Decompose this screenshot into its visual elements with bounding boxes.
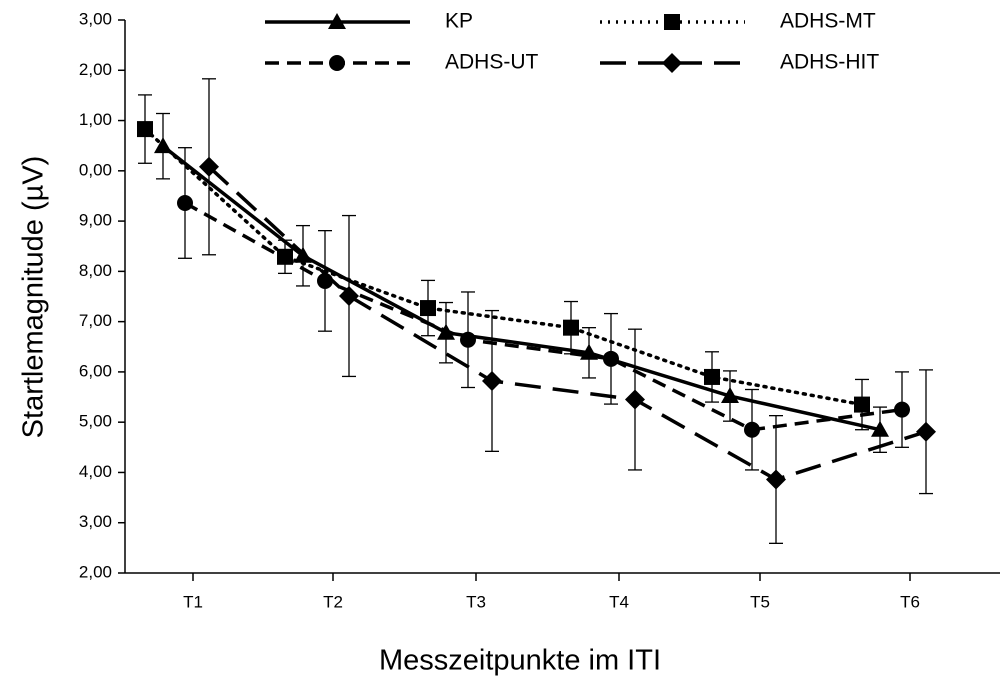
y-tick-label: 0,00 (79, 160, 112, 179)
point (704, 368, 720, 385)
y-tick-label: 6,00 (79, 361, 112, 380)
point (420, 300, 436, 317)
y-axis-label: Startlemagnitude (µV) (18, 156, 50, 439)
x-tick-label: T2 (323, 592, 343, 611)
point (744, 421, 760, 438)
point (137, 121, 153, 138)
point (460, 331, 476, 348)
legend-label: ADHS-UT (445, 51, 539, 74)
point (854, 396, 870, 413)
y-tick-label: 3,00 (79, 9, 112, 28)
point (563, 319, 579, 336)
legend-marker (328, 13, 346, 29)
y-tick-label: 2,00 (79, 562, 112, 581)
x-tick-label: T4 (609, 592, 629, 611)
y-tick-label: 4,00 (79, 462, 112, 481)
y-tick-label: 8,00 (79, 261, 112, 280)
point (339, 285, 359, 306)
x-tick-label: T5 (750, 592, 770, 611)
legend-marker (329, 55, 345, 71)
legend-marker (662, 53, 682, 73)
legend-label: KP (445, 10, 473, 33)
point (482, 370, 502, 391)
x-axis-label: Messzeitpunkte im ITI (379, 645, 661, 677)
x-tick-label: T6 (900, 592, 920, 611)
legend-label: ADHS-MT (780, 10, 876, 33)
point (625, 389, 645, 410)
point (871, 420, 889, 437)
point (916, 421, 936, 442)
series-line (143, 127, 864, 407)
point (603, 350, 619, 367)
series-line (184, 201, 903, 432)
point (766, 469, 786, 490)
point (721, 387, 739, 404)
point (894, 401, 910, 418)
y-tick-label: 1,00 (79, 110, 112, 129)
point (177, 194, 193, 211)
y-tick-label: 7,00 (79, 311, 112, 330)
legend-marker (664, 14, 680, 30)
y-tick-label: 9,00 (79, 211, 112, 230)
x-tick-label: T1 (183, 592, 203, 611)
point (199, 156, 219, 177)
series-line (161, 144, 881, 432)
series-line (207, 165, 927, 482)
y-tick-label: 3,00 (79, 512, 112, 531)
y-tick-label: 5,00 (79, 412, 112, 431)
x-tick-label: T3 (466, 592, 486, 611)
legend-label: ADHS-HIT (780, 51, 879, 74)
y-tick-label: 2,00 (79, 60, 112, 79)
